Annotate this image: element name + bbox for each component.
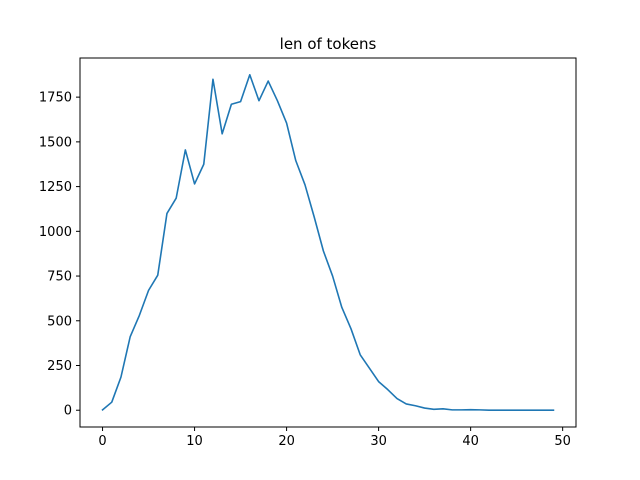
y-tick-label: 500: [47, 314, 72, 329]
x-tick-label: 10: [186, 434, 203, 449]
series-layer: [101, 73, 555, 412]
chart-title: len of tokens: [280, 35, 377, 53]
axes-frame: [79, 57, 577, 428]
y-tick-label: 250: [47, 359, 72, 374]
series-line: [101, 73, 555, 412]
x-tick-label: 40: [462, 434, 479, 449]
y-tick-label: 750: [47, 270, 72, 285]
y-tick-label: 1750: [39, 91, 72, 106]
x-tick-label: 0: [98, 434, 106, 449]
x-tick-label: 30: [370, 434, 387, 449]
y-tick-label: 1500: [39, 135, 72, 150]
y-tick-label: 0: [64, 404, 72, 419]
y-tick-label: 1000: [39, 225, 72, 240]
y-tick-label: 1250: [39, 180, 72, 195]
x-tick-label: 20: [278, 434, 295, 449]
x-tick-label: 50: [554, 434, 571, 449]
